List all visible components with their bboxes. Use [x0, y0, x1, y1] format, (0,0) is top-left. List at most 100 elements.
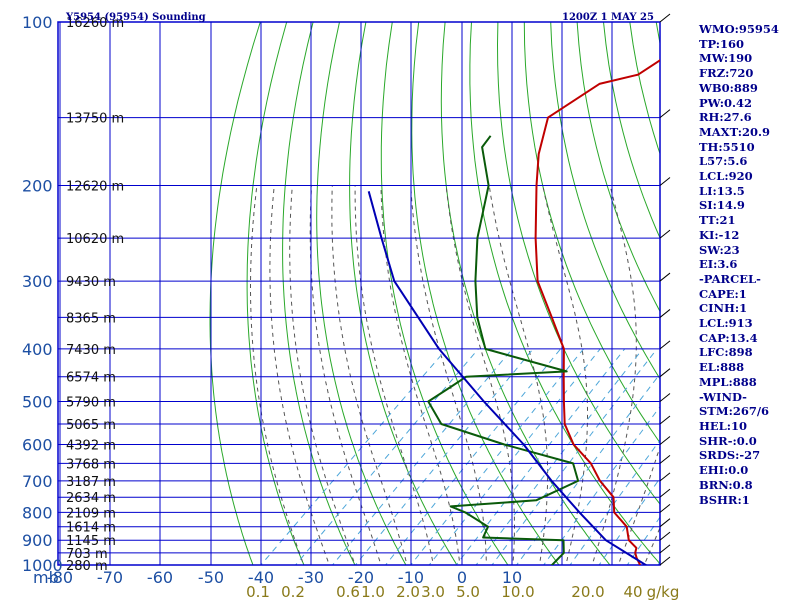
stat-item: WMO:95954 [699, 22, 779, 36]
mixing-ratio-label: 0.2 [281, 583, 305, 600]
moist-adiabat-line [542, 185, 588, 565]
wind-barb [659, 272, 671, 282]
height-label: 7430 m [66, 343, 116, 358]
mixing-ratio-line [410, 348, 584, 565]
mixing-ratio-line [354, 348, 534, 565]
stat-item: MAXT:20.9 [699, 124, 770, 139]
moist-adiabat-line [591, 185, 637, 565]
moist-adiabat-line [309, 185, 382, 565]
pressure-tick-label: 100 [22, 13, 53, 32]
dry-adiabat-line [469, 22, 660, 565]
mixing-ratio-line [491, 348, 658, 565]
dry-adiabat-line [550, 22, 660, 380]
temperature-tick-label: -60 [147, 568, 173, 587]
stat-item: BSHR:1 [699, 492, 750, 507]
pressure-tick-label: 500 [22, 393, 53, 412]
moist-adiabat-line [289, 185, 356, 565]
moist-adiabat-line [445, 185, 515, 565]
stat-item: EI:3.6 [699, 257, 738, 272]
moist-adiabat-line [617, 445, 660, 565]
temperature-profile-line [534, 59, 660, 565]
dry-adiabat-line [282, 22, 356, 565]
temperature-tick-label: -20 [348, 568, 374, 587]
dry-adiabat-line [496, 22, 660, 505]
moist-adiabat-line [488, 185, 549, 565]
wind-barb [659, 309, 671, 318]
wind-barb [659, 415, 671, 425]
wind-barb [659, 229, 671, 239]
isobars [57, 21, 661, 566]
stat-item: CINH:1 [699, 301, 748, 316]
stat-item: FRZ:720 [699, 66, 754, 81]
height-label: 5790 m [66, 396, 116, 411]
wind-barb [659, 368, 671, 378]
mixing-ratio-label: 10.0 [501, 583, 534, 600]
moist-adiabat-line [250, 185, 305, 565]
height-label: 1614 m [66, 521, 116, 536]
height-label: 280 m [66, 559, 108, 574]
temperature-tick-label: 10 [502, 568, 522, 587]
height-label: 3187 m [66, 475, 116, 490]
stat-item: BRN:0.8 [699, 477, 753, 492]
stat-item: SHR-:0.0 [699, 433, 757, 448]
pressure-tick-label: 400 [22, 340, 53, 359]
wind-barb [659, 13, 671, 23]
stat-item: TT:21 [699, 213, 736, 228]
pressure-tick-label: 900 [22, 531, 53, 550]
stat-item: STM:267/6 [699, 404, 770, 419]
dry-adiabat-line [411, 22, 560, 565]
moist-adiabat-line [354, 185, 434, 565]
stat-item: -PARCEL- [699, 271, 761, 286]
moist-adiabat-line [410, 185, 487, 565]
temperature-tick-label: -70 [97, 568, 123, 587]
pressure-tick-label: 300 [22, 272, 53, 291]
stat-item: SRDS:-27 [699, 448, 761, 463]
wind-barb [659, 488, 671, 498]
wind-barb [659, 436, 671, 445]
dewpoint-profile-line [427, 135, 580, 565]
stat-item: TH:5510 [699, 139, 755, 154]
stat-item: -WIND- [699, 389, 747, 404]
temperature-tick-label: -50 [198, 568, 224, 587]
stat-item: EL:888 [699, 360, 745, 375]
mixing-ratio-label: 40 [623, 583, 642, 600]
height-label: 13750 m [66, 112, 124, 127]
mixing-ratio-label: 3.0 [421, 583, 445, 600]
stat-item: HEL:10 [699, 418, 747, 433]
stat-item: L57:5.6 [699, 154, 748, 169]
mixing-ratio-label: 0.1 [246, 583, 270, 600]
wind-barb [659, 455, 671, 464]
wind-barbs [659, 13, 671, 566]
mixing-ratio-line [455, 348, 626, 565]
pressure-tick-label: 1000 [22, 556, 63, 575]
wind-barb [659, 393, 671, 402]
height-label: 6574 m [66, 371, 116, 386]
stat-item: SW:23 [699, 242, 740, 257]
mixing-ratio-label: 1.0 [361, 583, 385, 600]
height-label: 5065 m [66, 418, 116, 433]
dry-adiabat-line [316, 22, 407, 565]
pressure-tick-label: 600 [22, 436, 53, 455]
height-label: 4392 m [66, 439, 116, 454]
dry-adiabat-line [246, 22, 305, 565]
pressure-tick-label: 700 [22, 472, 53, 491]
mixing-ratio-line [260, 348, 447, 565]
mixing-ratio-label: 2.0 [396, 583, 420, 600]
dry-adiabat-line [209, 22, 261, 565]
wind-barb [659, 472, 671, 482]
wind-barb [659, 518, 671, 528]
moist-adiabat-line [380, 185, 461, 565]
stat-item: LCL:913 [699, 316, 753, 331]
stat-item: PW:0.42 [699, 95, 753, 110]
stat-item: WB0:889 [699, 80, 758, 95]
temperature-tick-label: -30 [298, 568, 324, 587]
height-label: 10620 m [66, 232, 124, 247]
stat-item: LCL:920 [699, 169, 753, 184]
height-label: 2634 m [66, 491, 116, 506]
height-label: 703 m [66, 547, 108, 562]
chart-title: Y5954 (95954) Sounding [65, 12, 206, 23]
sounding-datetime: 1200Z 1 MAY 25 [562, 12, 654, 23]
wind-barb [659, 531, 671, 541]
stat-item: EHI:0.0 [699, 463, 749, 478]
